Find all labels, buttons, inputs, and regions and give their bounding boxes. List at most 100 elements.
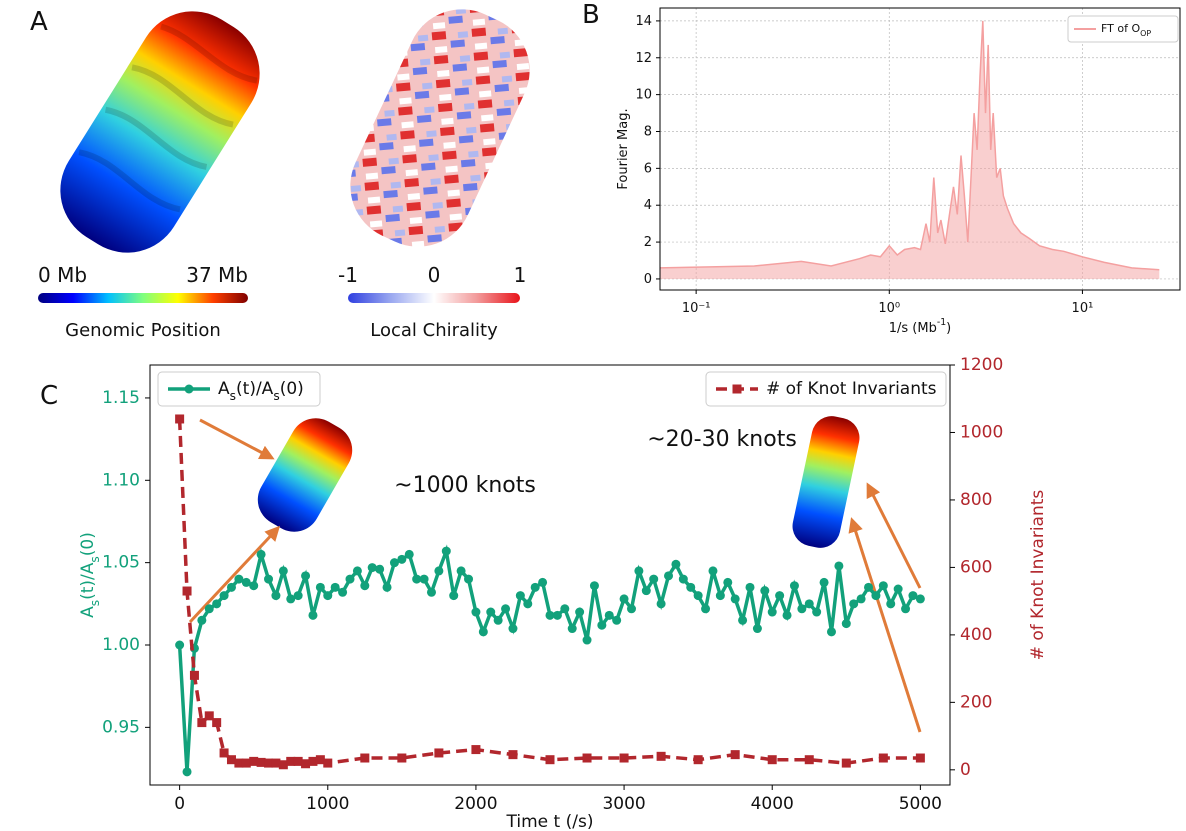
point [730,750,740,760]
point [560,604,570,614]
point [738,615,748,625]
point [382,582,392,592]
point [264,758,274,768]
point [212,718,222,728]
colorbar-tick-label: 1 [514,263,527,287]
point [508,624,518,634]
point [834,561,844,571]
x-tick-label: 10¹ [1072,301,1094,316]
colorbar-title: Genomic Position [65,320,221,341]
point [293,756,303,766]
x-tick-label: 5000 [899,794,942,814]
point [871,591,881,601]
point [264,574,274,584]
annotation: ~1000 knots [394,473,536,498]
point [575,607,585,617]
x-tick-label: 3000 [602,794,645,814]
point [441,546,451,556]
y2-tick-label: 0 [960,760,971,780]
axes-frame [659,7,1181,291]
point [752,624,762,634]
point [271,758,281,768]
point [767,755,777,765]
point [367,563,377,573]
point [775,591,785,601]
point [301,759,311,769]
point [552,610,562,620]
point [182,767,192,777]
point [797,604,807,614]
x-tick-label: 4000 [751,794,794,814]
point [708,566,718,576]
point [508,750,518,760]
point [397,554,407,564]
point [782,610,792,620]
polymer-small-right [792,416,860,548]
point [175,640,185,650]
point [412,574,422,584]
legend-marker [732,384,742,394]
colorbar [348,293,520,303]
point [478,627,488,637]
colorbar [38,293,248,303]
point [234,758,244,768]
point [449,591,459,601]
y2-tick-label: 600 [960,557,992,577]
point [278,760,288,770]
y-tick-label: 6 [644,161,652,176]
point [671,559,681,569]
point [271,591,281,601]
point [649,574,659,584]
point [886,599,896,609]
point [219,748,229,758]
point [345,574,355,584]
colorbar-tick-label: 37 Mb [186,263,248,287]
point [523,599,533,609]
point [360,753,370,763]
point [293,591,303,601]
point [567,624,577,634]
legend-label: # of Knot Invariants [766,379,937,399]
x-tick-label: 10⁻¹ [682,301,711,316]
colorbar-tick-label: -1 [338,263,358,287]
point [908,591,918,601]
y-axis-label: As(t)/As(0) [78,532,102,618]
point [389,558,399,568]
point [256,549,266,559]
point [397,753,407,763]
arrows [188,418,922,733]
point [760,586,770,596]
x-tick-label: 1000 [306,794,349,814]
y2-tick-label: 200 [960,692,992,712]
colorbar-title: Local Chirality [370,320,498,341]
x-tick-label: 0 [174,794,185,814]
point [226,582,236,592]
polymer-small-left [257,418,353,532]
point [323,758,333,768]
point [767,607,777,617]
point [545,610,555,620]
x-axis-label: Time t (/s) [506,812,594,831]
colorbar-tick-label: 0 [428,263,441,287]
point [375,564,385,574]
legend-box [1067,15,1179,43]
point [723,577,733,587]
point [678,574,688,584]
point [330,582,340,592]
line [659,20,1160,271]
y-tick-label: 1.00 [102,635,140,655]
point [841,619,851,629]
series-line [177,544,922,772]
point [308,756,318,766]
point [538,577,548,587]
point [819,577,829,587]
point [323,591,333,601]
point [804,599,814,609]
point [841,758,851,768]
y-tick-label: 1.15 [102,388,140,408]
point [249,581,259,591]
point [456,566,466,576]
point [501,604,511,614]
x-tick-label: 2000 [454,794,497,814]
